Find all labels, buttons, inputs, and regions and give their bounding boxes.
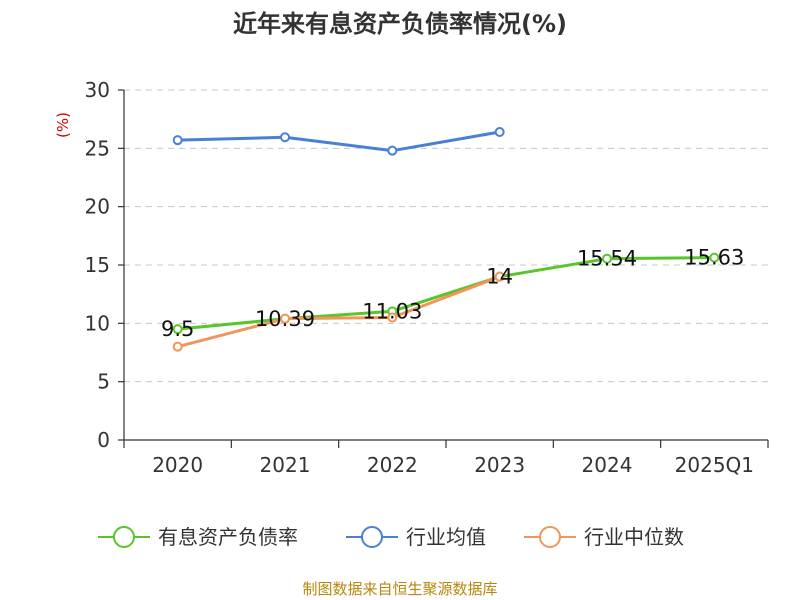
legend-swatch-marker	[361, 526, 383, 548]
y-tick-label: 15	[85, 253, 110, 277]
data-point[interactable]	[709, 252, 720, 263]
data-point[interactable]	[172, 341, 183, 352]
x-tick-label: 2024	[582, 453, 633, 477]
data-point[interactable]	[494, 127, 505, 137]
legend-label: 行业中位数	[584, 525, 684, 549]
y-axis-label: (%)	[54, 112, 72, 138]
series-line-1	[177, 130, 500, 153]
legend-swatch-marker	[539, 526, 561, 548]
data-point[interactable]	[387, 145, 398, 156]
series-line-0	[177, 256, 715, 331]
axes: 0 5 10 15 20 25 30 2020 2021 2022 2023 2024 2025Q1	[85, 78, 769, 477]
legend[interactable]: 有息资产负债率 行业均值 行业中位数	[98, 525, 684, 549]
data-point[interactable]	[280, 132, 290, 143]
data-label: 14	[486, 265, 513, 289]
data-point[interactable]	[280, 313, 290, 324]
data-point[interactable]	[494, 271, 505, 282]
x-tick-label: 2021	[260, 453, 311, 477]
source-note: 制图数据来自恒生聚源数据库	[302, 580, 497, 598]
x-tick-label: 2020	[152, 453, 203, 477]
data-point[interactable]	[602, 253, 612, 264]
data-label: 11.03	[362, 299, 422, 323]
data-label: 9.5	[161, 317, 194, 341]
data-point[interactable]	[172, 324, 183, 335]
legend-label: 行业均值	[406, 525, 486, 549]
y-tick-label: 5	[97, 370, 110, 394]
legend-item-2[interactable]: 行业中位数	[524, 525, 684, 549]
y-tick-label: 0	[97, 428, 110, 452]
y-tick-label: 20	[85, 195, 110, 219]
legend-item-1[interactable]: 行业均值	[346, 525, 486, 549]
legend-swatch-marker	[113, 526, 135, 548]
x-tick-label: 2025Q1	[675, 453, 754, 477]
data-label: 10.39	[255, 307, 315, 331]
grid-lines	[124, 89, 768, 383]
x-tick-label: 2023	[474, 453, 525, 477]
data-point[interactable]	[387, 312, 398, 323]
y-tick-label: 30	[85, 78, 110, 102]
y-tick-label: 10	[85, 311, 110, 335]
legend-item-0[interactable]: 有息资产负债率	[98, 525, 298, 549]
series-line-2	[177, 275, 501, 349]
x-tick-label: 2022	[367, 453, 418, 477]
series-layer	[172, 127, 720, 352]
legend-label: 有息资产负债率	[158, 525, 298, 549]
data-point[interactable]	[172, 135, 183, 146]
data-label: 15.54	[577, 247, 637, 271]
y-tick-label: 25	[85, 136, 110, 160]
data-label: 15.63	[684, 246, 744, 270]
data-labels: 9.5 10.39 11.03 14 15.54 15.63	[161, 246, 744, 342]
chart-title: 近年来有息资产负债率情况(%)	[233, 10, 567, 38]
